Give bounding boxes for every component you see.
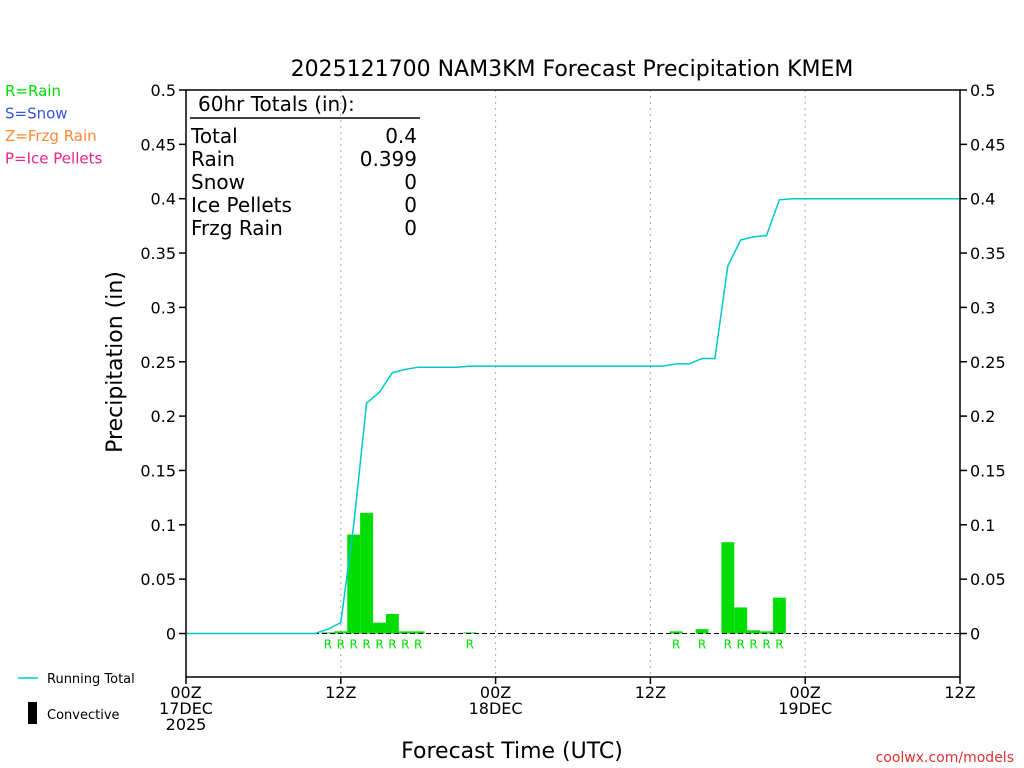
type-legend-entry: S=Snow	[5, 105, 68, 123]
precip-bar	[463, 632, 477, 634]
x-tick-label: 00Z	[170, 683, 201, 702]
precip-type-legend: R=Rain S=Snow Z=Frzg Rain P=Ice Pellets	[5, 82, 102, 168]
precip-bar	[334, 631, 348, 634]
precip-type-marker: R	[737, 638, 745, 652]
y-tick-label-left: 0.35	[140, 244, 176, 263]
precip-type-marker: R	[414, 638, 422, 652]
precip-type-marker: R	[775, 638, 783, 652]
totals-row-value: 0.399	[360, 147, 417, 171]
x-tick-label: 17DEC	[159, 699, 213, 718]
precip-bar	[411, 631, 425, 634]
totals-header: 60hr Totals (in):	[198, 92, 355, 116]
y-tick-label-left: 0.1	[151, 516, 176, 535]
precip-bar	[695, 629, 709, 634]
precip-bars	[321, 512, 786, 634]
x-tick-label: 2025	[166, 715, 207, 734]
series-legend-label: Running Total	[47, 672, 135, 687]
totals-row-label: Frzg Rain	[191, 216, 283, 240]
precip-type-marker: R	[698, 638, 706, 652]
precip-type-marker: R	[350, 638, 358, 652]
totals-row-value: 0	[404, 170, 417, 194]
totals-row-label: Total	[190, 124, 238, 148]
y-tick-label-right: 0.25	[970, 353, 1006, 372]
precip-bar	[385, 613, 399, 634]
running-total-line	[186, 197, 960, 635]
y-tick-label-right: 0.1	[970, 516, 995, 535]
x-tick-label: 18DEC	[469, 699, 523, 718]
precip-type-marker: R	[388, 638, 396, 652]
precip-type-marker: R	[337, 638, 345, 652]
precip-type-marker: R	[466, 638, 474, 652]
totals-row-label: Snow	[191, 170, 245, 194]
series-legend-label: Convective	[47, 708, 120, 723]
totals-row-value: 0	[404, 193, 417, 217]
y-tick-label-left: 0.4	[151, 190, 176, 209]
chart-title: 2025121700 NAM3KM Forecast Precipitation…	[291, 57, 854, 82]
type-legend-entry: R=Rain	[5, 82, 61, 100]
y-tick-label-left: 0.45	[140, 135, 176, 154]
y-tick-label-left: 0.25	[140, 353, 176, 372]
precip-bar	[734, 607, 748, 634]
precip-bar	[721, 542, 735, 634]
precip-type-marker: R	[401, 638, 409, 652]
y-axis-left: 0 0.05 0.1 0.15 0.2 0.25 0.3 0.35 0.4 0.45 0.5	[140, 81, 186, 644]
y-tick-label-left: 0.15	[140, 461, 176, 480]
precip-bar	[398, 631, 412, 634]
y-tick-label-left: 0	[166, 625, 176, 644]
y-tick-label-right: 0.4	[970, 190, 995, 209]
y-tick-label-left: 0.2	[151, 407, 176, 426]
precip-bar	[760, 631, 773, 634]
y-tick-label-right: 0.3	[970, 298, 995, 317]
x-tick-label: 12Z	[635, 683, 666, 702]
precip-type-marker: R	[724, 638, 732, 652]
type-legend-entry: P=Ice Pellets	[5, 150, 102, 168]
y-tick-label-left: 0.5	[151, 81, 176, 100]
y-tick-label-right: 0	[970, 625, 980, 644]
precip-bar	[347, 534, 361, 634]
x-tick-label: 19DEC	[778, 699, 832, 718]
precip-type-marker: R	[762, 638, 770, 652]
precip-bar	[373, 622, 386, 634]
precip-type-marker: R	[672, 638, 680, 652]
x-tick-label: 00Z	[790, 683, 821, 702]
y-tick-label-right: 0.2	[970, 407, 995, 426]
precip-type-marker: R	[362, 638, 370, 652]
y-tick-label-left: 0.05	[140, 570, 176, 589]
convective-legend-swatch	[28, 702, 37, 724]
precip-bar	[747, 630, 761, 634]
precip-type-marker: R	[324, 638, 332, 652]
x-axis-label: Forecast Time (UTC)	[401, 739, 623, 764]
precip-bar	[669, 631, 683, 634]
y-tick-label-right: 0.35	[970, 244, 1006, 263]
x-tick-label: 12Z	[944, 683, 975, 702]
type-legend-entry: Z=Frzg Rain	[5, 127, 97, 145]
totals-row-label: Rain	[191, 147, 235, 171]
y-tick-label-right: 0.05	[970, 570, 1006, 589]
y-tick-label-right: 0.15	[970, 461, 1006, 480]
precip-bar	[772, 597, 786, 634]
y-tick-label-right: 0.45	[970, 135, 1006, 154]
totals-row-value: 0.4	[385, 124, 417, 148]
y-axis-label: Precipitation (in)	[103, 271, 128, 453]
precip-type-marker: R	[749, 638, 757, 652]
series-legend: Running Total Convective	[18, 672, 135, 724]
precip-bar	[360, 512, 374, 634]
precip-bar	[321, 632, 335, 634]
y-tick-label-left: 0.3	[151, 298, 176, 317]
totals-box: 60hr Totals (in): Total 0.4 Rain 0.399 Snow 0…	[190, 92, 420, 240]
precip-type-marker: R	[375, 638, 383, 652]
x-tick-label: 00Z	[480, 683, 511, 702]
credit-text: coolwx.com/models	[876, 750, 1014, 766]
totals-row-value: 0	[404, 216, 417, 240]
gridlines	[340, 90, 806, 677]
plot-frame	[185, 89, 961, 678]
totals-row-label: Ice Pellets	[191, 193, 292, 217]
y-axis-right: 0 0.05 0.1 0.15 0.2 0.25 0.3 0.35 0.4 0.45 0.5	[960, 81, 1006, 644]
x-tick-label: 12Z	[325, 683, 356, 702]
y-tick-label-right: 0.5	[970, 81, 995, 100]
